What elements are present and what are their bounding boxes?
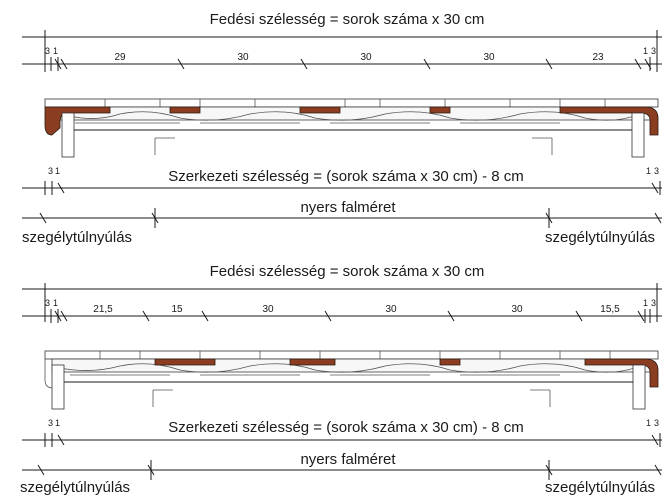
top-cover-width-label: Fedési szélesség = sorok száma x 30 cm <box>210 11 485 28</box>
top-raw-wall-label: nyers falméret <box>300 199 396 216</box>
svg-text:1: 1 <box>643 46 648 56</box>
svg-text:3: 3 <box>45 46 50 56</box>
svg-text:3: 3 <box>651 298 656 308</box>
bottom-section: Fedési szélesség = sorok száma x 30 cm 3… <box>20 263 662 495</box>
svg-text:1: 1 <box>643 298 648 308</box>
bottom-raw-wall-label: nyers falméret <box>300 451 396 468</box>
top-tile-section <box>44 98 659 158</box>
bottom-overhang-left: szegélytúlnyúlás <box>20 479 130 495</box>
bottom-cover-width-label: Fedési szélesség = sorok száma x 30 cm <box>210 263 485 280</box>
top-segment-4: 30 <box>483 52 495 63</box>
bottom-structural-width-label: Szerkezeti szélesség = (sorok száma x 30… <box>168 419 524 436</box>
top-overhang-right: szegélytúlnyúlás <box>545 229 655 246</box>
bottom-segment-4: 30 <box>385 304 397 315</box>
bottom-segment-3: 30 <box>262 304 274 315</box>
bottom-tile-section <box>44 350 659 410</box>
top-segment-2: 30 <box>237 52 249 63</box>
svg-text:1: 1 <box>55 166 60 176</box>
svg-text:1: 1 <box>646 418 651 428</box>
top-structural-width-label: Szerkezeti szélesség = (sorok száma x 30… <box>168 168 524 185</box>
svg-text:1: 1 <box>55 418 60 428</box>
bottom-segment-1: 21,5 <box>93 304 113 315</box>
top-segment-1: 29 <box>114 52 126 63</box>
svg-text:3: 3 <box>651 46 656 56</box>
svg-text:1: 1 <box>53 298 58 308</box>
svg-text:3: 3 <box>654 418 659 428</box>
bottom-overhang-right: szegélytúlnyúlás <box>545 479 655 495</box>
svg-text:3: 3 <box>45 298 50 308</box>
svg-text:1: 1 <box>53 46 58 56</box>
bottom-segment-6: 15,5 <box>600 304 620 315</box>
svg-text:3: 3 <box>48 166 53 176</box>
top-segment-5: 23 <box>592 52 604 63</box>
svg-text:3: 3 <box>654 166 659 176</box>
top-segment-3: 30 <box>360 52 372 63</box>
svg-text:3: 3 <box>48 418 53 428</box>
bottom-segment-2: 15 <box>171 304 183 315</box>
top-section: Fedési szélesség = sorok száma x 30 cm 3… <box>22 11 662 246</box>
top-overhang-left: szegélytúlnyúlás <box>22 229 132 246</box>
bottom-segment-5: 30 <box>511 304 523 315</box>
svg-text:1: 1 <box>646 166 651 176</box>
